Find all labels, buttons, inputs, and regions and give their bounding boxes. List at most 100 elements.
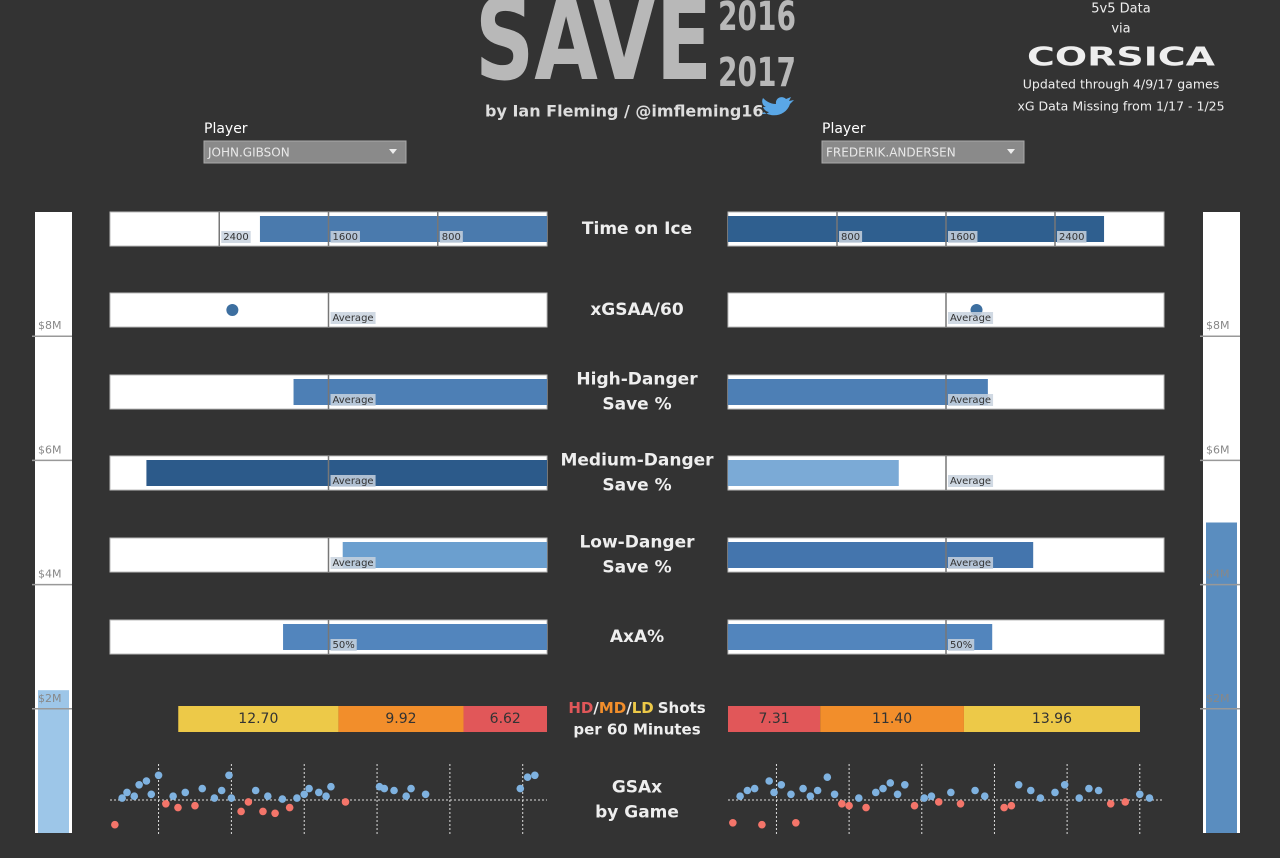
game-point xyxy=(198,784,207,793)
salary-tick-label: $8M xyxy=(1206,319,1230,332)
game-point xyxy=(181,788,190,797)
tick-label-box xyxy=(839,231,863,243)
tick-label: 1600 xyxy=(950,232,975,243)
game-point xyxy=(901,781,909,789)
value-label: 9.92 xyxy=(385,711,416,727)
updated-note: Updated through 4/9/17 games xyxy=(1023,77,1219,92)
row-title: Save % xyxy=(602,558,671,578)
game-point xyxy=(1075,794,1084,802)
tick-label-box xyxy=(948,394,994,406)
salary-tick-label: $4M xyxy=(38,568,62,581)
game-point xyxy=(956,800,965,808)
game-point xyxy=(516,784,525,793)
row-title: HD/MD/LD Shots xyxy=(568,699,705,717)
game-point xyxy=(293,794,301,802)
player-select-value[interactable]: JOHN.GIBSON xyxy=(207,146,290,160)
stacked-segment xyxy=(820,706,964,732)
tick-label: Average xyxy=(333,558,374,569)
game-point xyxy=(322,792,330,800)
player-select-value[interactable]: FREDERIK.ANDERSEN xyxy=(826,146,956,160)
game-point xyxy=(980,792,989,800)
game-point xyxy=(813,786,822,795)
game-point xyxy=(845,801,853,810)
game-point xyxy=(523,773,532,781)
game-point xyxy=(1000,803,1008,812)
game-point xyxy=(947,788,955,797)
tick-label-box xyxy=(1057,231,1087,243)
salary-tick-label: $8M xyxy=(38,319,62,332)
game-point xyxy=(191,801,199,810)
salary-tick-label: $2M xyxy=(38,692,62,705)
game-point xyxy=(855,794,863,802)
game-point xyxy=(838,800,846,808)
source-logo: CORSICA xyxy=(1027,43,1215,73)
value-label: 11.40 xyxy=(872,711,912,727)
game-point xyxy=(305,784,313,793)
salary-bar xyxy=(38,690,69,833)
game-point xyxy=(327,782,335,791)
tick-label-box xyxy=(330,394,376,406)
dot xyxy=(226,304,239,316)
game-point xyxy=(823,773,832,781)
game-point xyxy=(278,795,287,803)
game-point xyxy=(1094,786,1103,795)
game-point xyxy=(758,820,766,829)
tick-label-box xyxy=(948,557,994,569)
bar xyxy=(342,542,547,568)
game-point xyxy=(927,792,936,800)
game-point xyxy=(147,790,156,799)
tick-label: 800 xyxy=(442,232,461,243)
tick-label-box xyxy=(330,557,376,569)
player-select[interactable] xyxy=(203,140,407,164)
series-name: HD xyxy=(568,699,593,717)
game-point xyxy=(765,777,773,785)
game-point xyxy=(792,819,800,827)
game-point xyxy=(227,794,236,802)
stacked-segment xyxy=(963,706,1140,732)
tick-label-box xyxy=(948,639,975,651)
game-point xyxy=(380,784,389,793)
value-label: 6.62 xyxy=(490,711,521,727)
game-point xyxy=(169,792,177,800)
salary-tick-label: $6M xyxy=(1206,443,1230,456)
game-point xyxy=(787,790,795,799)
game-point xyxy=(154,771,163,780)
row-title: Save % xyxy=(602,476,671,496)
game-point xyxy=(244,798,253,806)
bar xyxy=(283,624,547,650)
salary-bar xyxy=(1206,522,1237,833)
salary-tick-label: $2M xyxy=(1206,692,1230,705)
player-select[interactable] xyxy=(821,140,1025,164)
tick-label-box xyxy=(330,231,360,243)
game-point xyxy=(174,803,182,812)
game-point xyxy=(259,807,267,816)
game-point xyxy=(1051,788,1059,797)
game-point xyxy=(830,790,839,799)
value-label: 7.31 xyxy=(759,711,790,727)
tick-label: 1600 xyxy=(333,232,358,243)
game-point xyxy=(123,788,131,797)
byline: by Ian Fleming / @imfleming16 xyxy=(485,102,764,121)
game-point xyxy=(777,781,786,789)
game-point xyxy=(799,784,807,793)
tick-label-box xyxy=(948,312,994,324)
row-title: by Game xyxy=(595,803,679,823)
row-title: Save % xyxy=(602,395,671,415)
game-point xyxy=(743,786,752,795)
game-point xyxy=(217,786,226,795)
value-label: 13.96 xyxy=(1032,711,1072,727)
game-point xyxy=(893,790,902,799)
game-point xyxy=(162,800,170,808)
tick-label-box xyxy=(948,475,994,487)
game-point xyxy=(1007,801,1016,810)
game-point xyxy=(729,819,737,827)
dropdown-arrow[interactable] xyxy=(389,149,397,154)
dropdown-arrow[interactable] xyxy=(1007,149,1015,154)
tick-label: Average xyxy=(333,313,374,324)
game-point xyxy=(920,794,928,802)
tick-label: 2400 xyxy=(223,232,248,243)
player-label: Player xyxy=(204,121,248,137)
year-start: 2016 xyxy=(718,0,796,40)
via: via xyxy=(1111,22,1130,37)
